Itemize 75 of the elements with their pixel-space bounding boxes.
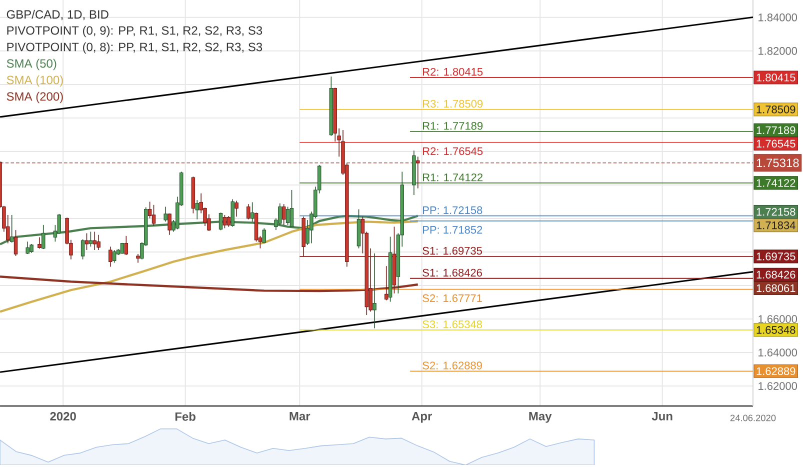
annotation: S2: 1.62889: [422, 362, 482, 370]
x-tick-label: 24.06.2020: [730, 414, 776, 422]
annotation: S1: 1.68426: [422, 268, 482, 277]
annotation: R1: 1.77189: [423, 122, 483, 130]
annotation: 1.68061: [756, 284, 796, 292]
annotation: 1.80415: [756, 74, 796, 82]
candlestick: [286, 206, 290, 226]
y-tick-label: 1.84000: [758, 14, 798, 22]
annotation: PP: 1.71852: [423, 226, 482, 234]
candlestick: [164, 206, 168, 222]
annotation: 1.78509: [756, 106, 796, 114]
x-tick-label: Mar: [290, 412, 310, 420]
candlestick: [124, 236, 128, 256]
candlestick: [222, 214, 227, 229]
annotation: 1.72158: [756, 208, 796, 216]
candlestick: [230, 198, 234, 228]
x-tick-label: May: [529, 412, 552, 423]
candlestick: [96, 234, 100, 250]
candlestick: [80, 238, 85, 260]
candlestick: [10, 214, 14, 244]
candlestick: [250, 202, 254, 222]
annotation: R2: 1.76545: [423, 147, 483, 156]
annotation: 1.74122: [756, 179, 796, 187]
candlestick: [246, 204, 250, 220]
candlestick: [26, 241, 30, 254]
text: SMA (50): [6, 58, 56, 70]
candlestick: [38, 236, 42, 250]
x-tick-label: Jun: [652, 412, 672, 420]
annotation: R1: 1.74122: [423, 173, 482, 182]
candlestick: [152, 204, 156, 226]
candlestick: [195, 200, 200, 220]
candlestick: [218, 212, 223, 231]
annotation: 1.65348: [756, 326, 796, 334]
text: SMA (100): [6, 75, 63, 87]
candlestick: [290, 190, 294, 228]
y-tick-label: 1.64000: [758, 348, 798, 356]
annotation: R2: 1.80415: [423, 68, 483, 76]
candlestick: [282, 204, 286, 226]
candlestick: [226, 216, 231, 228]
x-tick-label: Feb: [175, 412, 196, 421]
annotation: PIVOTPOINT (0, 9): PP, R1, S1, R2, S2, R3, S3: [7, 26, 262, 38]
annotation: 1.77189: [756, 126, 796, 134]
annotation: 1.68426: [756, 270, 796, 279]
x-tick-label: 2020: [50, 412, 76, 421]
annotation: 1.76545: [756, 140, 796, 148]
candlestick: [372, 252, 376, 329]
candlestick: [168, 213, 172, 236]
text: SMA (200): [6, 92, 63, 104]
annotation: PIVOTPOINT (0, 8): PP, R1, S1, R2, S2, R3, S3: [7, 42, 262, 54]
y-tick-label: 1.82000: [758, 47, 798, 55]
y-tick-label: 1.62000: [758, 382, 798, 390]
candlestick: [234, 200, 238, 218]
candlestick: [92, 231, 96, 250]
candlestick: [88, 231, 93, 248]
candlestick: [384, 266, 388, 301]
candlestick: [84, 232, 89, 250]
annotation: 1.71834: [756, 221, 796, 230]
annotation: S1: 1.69735: [422, 246, 482, 255]
annotation: 1.69735: [756, 252, 796, 260]
candlestick: [14, 230, 18, 256]
candlestick: [112, 250, 116, 264]
candlestick: [416, 156, 420, 189]
line-series: [0, 220, 419, 313]
annotation: S2: 1.67771: [422, 294, 482, 302]
candlestick: [42, 224, 46, 250]
annotation: S3: 1.65348: [422, 320, 482, 328]
y-tick-label: 1.66000: [758, 315, 798, 323]
annotation: R3: 1.78509: [423, 100, 483, 108]
annotation: PP: 1.72158: [423, 206, 482, 214]
x-tick-label: Apr: [412, 412, 432, 423]
candlestick: [108, 246, 112, 268]
annotation: 1.62889: [756, 367, 796, 376]
ref-line-label: 1.75318: [756, 158, 799, 168]
text: GBP/CAD, 1D, BID: [6, 10, 108, 20]
candlestick: [262, 228, 266, 244]
